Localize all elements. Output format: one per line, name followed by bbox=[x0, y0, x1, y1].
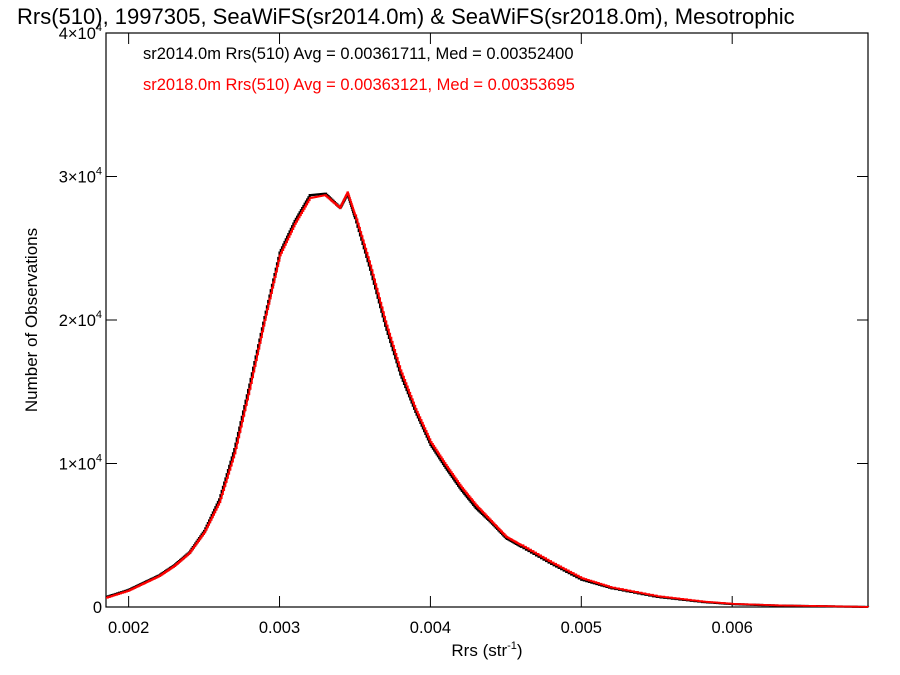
series-line-sr2014.0m bbox=[106, 192, 870, 609]
y-tick-label-1: 1×104 bbox=[59, 453, 102, 474]
y-axis-ticks: 0 1×104 2×104 3×104 4×104 bbox=[59, 22, 868, 617]
chart-title: Rrs(510), 1997305, SeaWiFS(sr2014.0m) & … bbox=[17, 4, 795, 29]
y-tick-label-3: 3×104 bbox=[59, 166, 102, 187]
series-layer bbox=[106, 191, 870, 609]
x-tick-label-1: 0.003 bbox=[259, 619, 300, 637]
legend-entry-sr2018: sr2018.0m Rrs(510) Avg = 0.00363121, Med… bbox=[143, 76, 575, 94]
series-line-sr2018.0m bbox=[106, 191, 869, 608]
x-tick-label-0: 0.002 bbox=[108, 619, 149, 637]
y-tick-label-4: 4×104 bbox=[59, 22, 102, 43]
y-tick-label-2: 2×104 bbox=[59, 309, 102, 330]
y-tick-label-0: 0 bbox=[93, 599, 102, 617]
legend-entry-sr2014: sr2014.0m Rrs(510) Avg = 0.00361711, Med… bbox=[143, 45, 574, 63]
x-axis-label: Rrs (str-1) bbox=[451, 640, 522, 660]
x-tick-label-4: 0.006 bbox=[712, 619, 753, 637]
y-axis-label: Number of Observations bbox=[22, 228, 41, 412]
x-tick-label-3: 0.005 bbox=[561, 619, 602, 637]
x-tick-label-2: 0.004 bbox=[410, 619, 451, 637]
plot-frame bbox=[105, 32, 869, 608]
x-axis-ticks: 0.002 0.003 0.004 0.005 0.006 bbox=[108, 33, 753, 637]
